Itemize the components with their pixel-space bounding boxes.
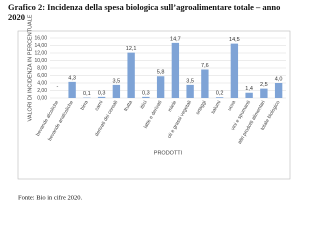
x-tick-label: ittici: [139, 100, 149, 110]
title-box: Grafico 2: Incidenza della spesa biologi…: [8, 2, 281, 22]
x-tick-label: ortaggi: [195, 100, 208, 116]
value-label: 2,5: [260, 82, 268, 88]
value-label: 0,3: [142, 90, 150, 96]
x-tick-label: salumi: [210, 100, 222, 116]
bar: [171, 42, 180, 98]
value-label: 1,4: [245, 86, 253, 92]
source: Fonte: Bio in cifre 2020.: [18, 194, 82, 201]
value-label: 14,5: [229, 37, 240, 43]
chart-title: Grafico 2: Incidenza della spesa biologi…: [8, 2, 281, 22]
bar: [127, 52, 135, 98]
y-tick-label: 2,00: [37, 88, 47, 94]
y-axis-label: VALORI DI INCIDENZA IN PERCENTUALE: [27, 14, 33, 121]
bar: [230, 43, 239, 98]
value-label: 3,5: [113, 78, 121, 84]
value-label: 7,6: [201, 63, 209, 69]
y-tick-label: 14,00: [34, 43, 47, 49]
bar: [68, 81, 76, 98]
value-label: 4,0: [275, 76, 283, 82]
x-axis-label: PRODOTTI: [154, 150, 183, 156]
y-tick-label: 6,00: [37, 73, 47, 79]
value-label: 14,7: [170, 36, 181, 42]
bar: [274, 83, 283, 98]
value-label: -: [56, 83, 58, 89]
bar: [112, 84, 121, 98]
bar: [97, 96, 106, 98]
value-label: 0,3: [98, 90, 106, 96]
bar: [260, 88, 268, 98]
value-label: 3,5: [186, 78, 194, 84]
y-tick-label: 16,00: [34, 35, 47, 41]
value-label: 12,1: [126, 46, 137, 52]
x-tick-label: frutta: [123, 99, 134, 112]
value-label: 0,1: [83, 91, 91, 97]
x-tick-label: uova: [227, 99, 238, 112]
y-tick-label: 10,00: [34, 58, 47, 64]
y-tick-label: 12,00: [34, 50, 47, 56]
x-tick-label: birra: [80, 99, 90, 111]
y-tick-label: 0,00: [37, 95, 47, 101]
value-label: 0,2: [216, 91, 224, 97]
value-label: 4,3: [68, 75, 76, 81]
y-tick-label: 8,00: [37, 65, 47, 71]
bar: [142, 96, 150, 98]
bar: [245, 92, 253, 98]
bar: [156, 76, 165, 98]
y-tick-label: 4,00: [37, 80, 47, 86]
bar: [215, 97, 224, 98]
x-tick-label: carni: [94, 100, 105, 112]
chart-frame: [17, 30, 291, 180]
bar: [186, 84, 194, 98]
bar: [201, 69, 209, 98]
value-label: 5,8: [157, 70, 165, 76]
x-tick-label: miele: [167, 99, 178, 113]
chart: Grafico 2: Incidenza della spesa biologi…: [8, 2, 291, 201]
